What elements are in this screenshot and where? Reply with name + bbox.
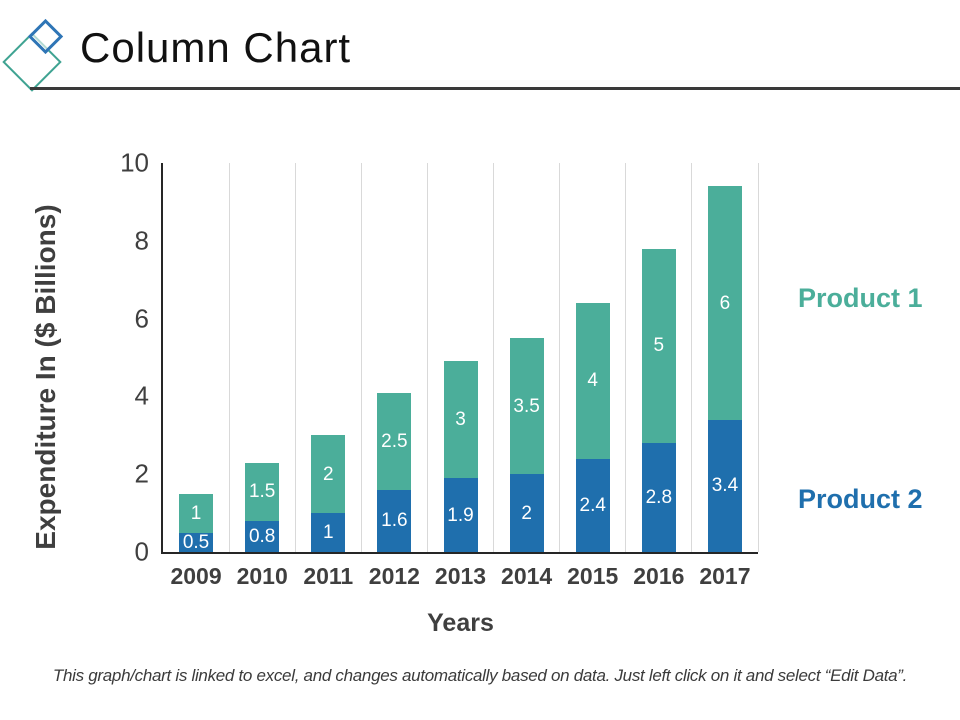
bar-segment-product-1-2012[interactable]: 2.5	[377, 392, 412, 490]
bar-value-label: 2	[322, 463, 334, 485]
plot-area: 0.5 1 2009 0.8 1.5 2010 1 2 2011 1.6 2.5 2012 1.9 3 20…	[120, 148, 759, 589]
bar-segment-product-2-2010[interactable]: 0.8	[245, 520, 280, 552]
bar-value-label: 3.4	[711, 475, 739, 497]
bar-segment-product-2-2015[interactable]: 2.4	[575, 458, 610, 552]
bar-value-label: 0.8	[248, 525, 276, 547]
bar-value-label: 6	[719, 292, 731, 314]
bar-segment-product-2-2017[interactable]: 3.4	[707, 419, 742, 552]
bar-value-label: 1.6	[381, 510, 408, 532]
bar-segment-product-1-2011[interactable]: 2	[311, 435, 346, 514]
gridline	[360, 163, 362, 552]
bar-segment-product-2-2014[interactable]: 2	[509, 474, 544, 552]
x-tick-label: 2017	[699, 563, 751, 589]
gridline	[493, 163, 495, 552]
x-tick-label: 2010	[236, 563, 288, 589]
y-axis-line	[161, 163, 163, 552]
bar-segment-product-2-2016[interactable]: 2.8	[641, 443, 676, 552]
bar-segment-product-1-2014[interactable]: 3.5	[509, 338, 544, 475]
bar-value-label: 3	[455, 409, 466, 431]
bar-segment-product-1-2015[interactable]: 4	[575, 303, 610, 459]
footer-note: This graph/chart is linked to excel, and…	[52, 666, 908, 685]
bar-segment-product-1-2017[interactable]: 6	[707, 186, 742, 420]
gridline	[625, 163, 627, 552]
x-tick-label: 2016	[633, 563, 685, 589]
y-tick-label: 0	[134, 536, 149, 567]
bar-value-label: 0.5	[182, 531, 210, 553]
bar-value-label: 1.9	[447, 504, 474, 526]
bar-value-label: 1	[322, 522, 334, 544]
gridline	[426, 163, 428, 552]
bar-value-label: 2.8	[645, 487, 673, 509]
x-tick-label: 2015	[567, 563, 619, 589]
legend-product-1: Product 1	[798, 283, 923, 313]
x-tick-label: 2011	[303, 563, 354, 589]
gridline	[294, 163, 296, 552]
bar-segment-product-2-2009[interactable]: 0.5	[179, 531, 214, 553]
bar-segment-product-1-2010[interactable]: 1.5	[245, 462, 280, 521]
gridline	[691, 163, 693, 552]
bar-value-label: 5	[653, 335, 665, 357]
x-tick-label: 2012	[368, 563, 420, 589]
bar-segment-product-1-2009[interactable]: 1	[179, 493, 214, 533]
gridline	[757, 163, 759, 552]
legend-product-2: Product 2	[798, 484, 923, 514]
bar-segment-product-2-2013[interactable]: 1.9	[443, 478, 478, 552]
gridline	[228, 163, 230, 552]
y-tick-label: 4	[134, 380, 149, 411]
header-divider	[30, 87, 960, 90]
double-diamond-logo	[0, 5, 80, 95]
bar-value-label: 1.5	[248, 481, 276, 503]
bar-value-label: 2.5	[381, 430, 408, 452]
x-axis-line	[161, 552, 758, 554]
bar-segment-product-1-2016[interactable]: 5	[641, 248, 676, 444]
bar-value-label: 1	[190, 502, 202, 524]
bar-segment-product-1-2013[interactable]: 3	[443, 361, 478, 479]
gridline	[559, 163, 561, 552]
bar-value-label: 2	[521, 502, 532, 524]
x-tick-label: 2014	[501, 563, 553, 589]
bar-segment-product-2-2012[interactable]: 1.6	[377, 489, 412, 552]
column-chart[interactable]: Expenditure In ($ Billions) 0.5 1 2009 0.8 1…	[0, 120, 960, 650]
y-axis-title: Expenditure In ($ Billions)	[30, 204, 61, 550]
bar-value-label: 4	[587, 370, 598, 392]
x-tick-label: 2009	[170, 563, 222, 589]
bar-value-label: 3.5	[513, 395, 540, 417]
y-tick-label: 6	[134, 303, 149, 334]
y-tick-label: 8	[134, 225, 149, 256]
x-tick-label: 2013	[434, 563, 487, 589]
y-tick-label: 10	[120, 147, 149, 178]
bar-segment-product-2-2011[interactable]: 1	[311, 513, 346, 552]
page-title: Column Chart	[80, 24, 352, 71]
y-tick-label: 2	[134, 458, 149, 489]
bar-value-label: 2.4	[579, 494, 606, 516]
x-axis-title: Years	[427, 609, 494, 637]
